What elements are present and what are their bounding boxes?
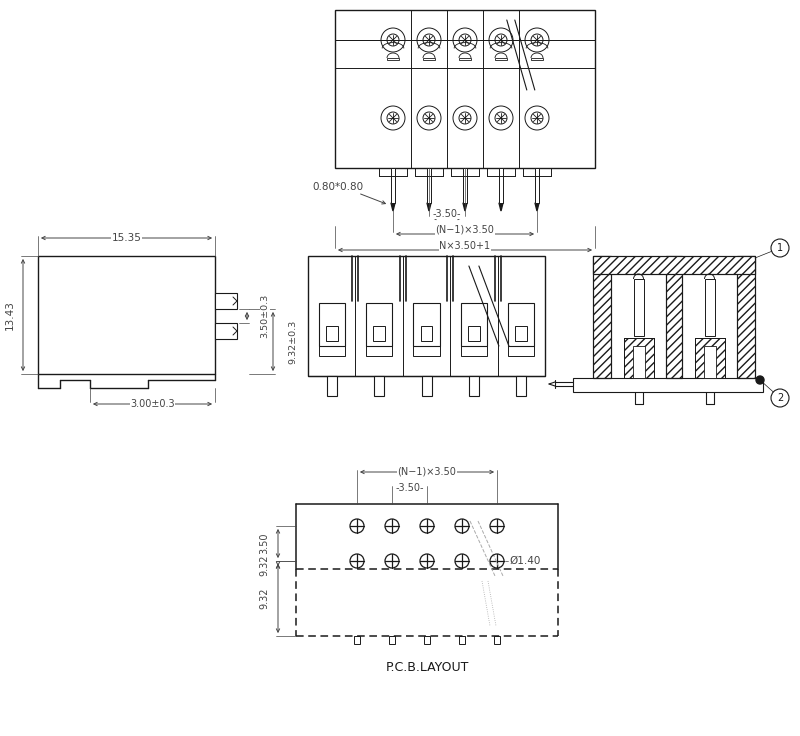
Bar [326,376,337,396]
Bar [494,636,500,644]
Bar [461,303,487,346]
Bar [623,338,654,378]
Bar [389,636,395,644]
Bar [666,256,682,378]
Bar [633,346,645,378]
Polygon shape [499,203,503,211]
Text: Ø1.40: Ø1.40 [509,556,540,566]
Polygon shape [535,203,539,211]
Bar [515,326,527,341]
Text: 2: 2 [777,393,783,403]
Bar [427,168,431,203]
Bar [387,58,399,60]
Bar [737,256,755,378]
Bar [593,256,755,274]
Bar [463,168,467,203]
Bar [531,58,543,60]
Bar [703,346,715,378]
Bar [374,326,385,341]
Text: (N−1)×3.50: (N−1)×3.50 [435,225,494,235]
Text: 13.43: 13.43 [5,300,15,330]
Bar [366,303,392,346]
Bar [424,636,430,644]
Bar [414,346,439,356]
Text: -3.50-: -3.50- [433,209,462,219]
Bar [737,256,755,378]
Bar [508,303,534,346]
Bar [215,293,237,309]
Bar [508,346,534,356]
Bar [215,323,237,339]
Text: 3.50±0.3: 3.50±0.3 [261,294,270,338]
Bar [694,338,725,378]
Polygon shape [427,203,431,211]
Bar [318,346,345,356]
Polygon shape [391,203,395,211]
Bar [593,256,611,378]
Bar [461,346,487,356]
Text: (N−1)×3.50: (N−1)×3.50 [398,467,457,477]
Text: 0.80*0.80: 0.80*0.80 [313,182,363,192]
Polygon shape [463,203,467,211]
Bar [516,376,526,396]
Bar [423,58,435,60]
Bar [499,168,503,203]
Bar [366,346,392,356]
Bar [468,326,480,341]
Bar [573,378,763,392]
Bar [705,279,714,336]
Bar [422,376,431,396]
Bar [459,58,471,60]
Bar [535,168,539,203]
Bar [391,168,395,203]
Text: 9.32: 9.32 [259,554,269,576]
Text: P.C.B.LAYOUT: P.C.B.LAYOUT [386,661,469,674]
Bar [335,10,595,168]
Text: 9.32±0.3: 9.32±0.3 [289,319,298,364]
Circle shape [756,376,764,384]
Bar [666,256,682,378]
Bar [354,636,360,644]
Text: 15.35: 15.35 [111,233,142,243]
Text: 9.32: 9.32 [259,588,269,609]
Bar [414,303,439,346]
Text: 3.50: 3.50 [259,533,269,554]
Bar [495,58,507,60]
Bar [593,256,611,378]
Text: -3.50-: -3.50- [395,483,424,493]
Text: N×3.50+1: N×3.50+1 [439,241,490,251]
Bar [469,376,479,396]
Bar [308,256,545,376]
Bar [593,256,755,274]
Bar [694,338,725,378]
Bar [421,326,432,341]
Bar [326,326,338,341]
Text: 1: 1 [777,243,783,253]
Bar [623,338,654,378]
Bar [459,636,465,644]
Bar [374,376,384,396]
Text: 3.00±0.3: 3.00±0.3 [130,399,175,409]
Bar [38,256,215,374]
Bar [318,303,345,346]
Bar [634,279,643,336]
